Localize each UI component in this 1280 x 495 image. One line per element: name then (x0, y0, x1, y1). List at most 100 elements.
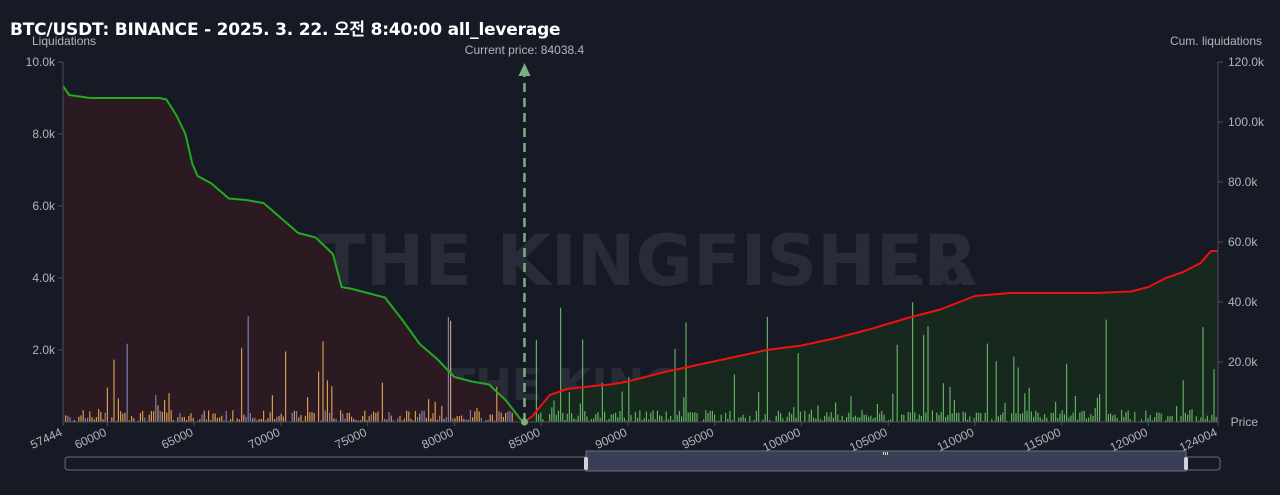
liquidation-bar (1052, 412, 1054, 422)
liquidation-bar (439, 415, 441, 422)
liquidation-bar (1215, 417, 1217, 422)
x-axis-ticks: 57444 60000 65000 70000 75000 80000 85000 90000… (28, 422, 1220, 455)
liquidation-bar (320, 420, 322, 422)
liquidation-bar (89, 411, 91, 422)
watermark-suffix: .io (912, 250, 966, 294)
liquidation-bar (263, 410, 265, 422)
liquidation-bar (1154, 417, 1156, 422)
liquidation-bar (417, 417, 419, 422)
liquidation-bar (997, 416, 999, 422)
liquidation-bar (230, 419, 232, 422)
liquidation-bar (991, 418, 993, 422)
right-axis-title: Cum. liquidations (1170, 34, 1262, 48)
liquidation-bar (945, 417, 947, 422)
range-slider-right-handle[interactable] (1184, 457, 1188, 470)
liquidation-bar (359, 420, 361, 422)
liquidation-bar (326, 380, 328, 422)
range-slider[interactable] (64, 450, 1221, 472)
liquidation-bar (225, 410, 227, 422)
liquidation-bar (1191, 409, 1193, 422)
liquidation-bar (375, 413, 377, 422)
liquidation-bar (1110, 413, 1112, 422)
liquidation-bar (87, 417, 89, 422)
liquidation-bar (318, 371, 320, 422)
liquidation-bar (480, 418, 482, 422)
right-tick-label: 120.0k (1228, 55, 1265, 69)
liquidation-bar (1011, 413, 1013, 422)
x-tick-label: 65000 (159, 425, 195, 452)
liquidation-bar (540, 412, 542, 422)
liquidation-bar (1105, 319, 1107, 422)
liquidation-bar (1024, 393, 1026, 422)
range-slider-left-handle[interactable] (584, 457, 588, 470)
liquidation-bar (274, 419, 276, 422)
x-tick-label: 124004 (1177, 425, 1220, 455)
liquidation-bar (153, 411, 155, 422)
liquidation-bar (641, 420, 643, 422)
liquidation-bar (766, 316, 768, 422)
liquidation-bar (967, 419, 969, 422)
liquidation-bar (711, 410, 713, 422)
liquidation-bar (879, 413, 881, 422)
liquidation-bar (938, 415, 940, 422)
liquidation-bar (351, 416, 353, 422)
liquidation-bar (828, 416, 830, 422)
liquidation-bar (392, 420, 394, 422)
liquidation-bar (1039, 417, 1041, 422)
liquidation-bar (839, 420, 841, 422)
liquidation-bar (1006, 420, 1008, 422)
liquidation-bar (1015, 413, 1017, 422)
liquidation-bar (368, 416, 370, 422)
liquidation-bar (124, 412, 126, 422)
liquidation-bar (786, 416, 788, 422)
liquidation-bar (1044, 414, 1046, 422)
liquidation-bar (397, 418, 399, 422)
liquidation-bar (144, 417, 146, 422)
liquidation-bar (769, 420, 771, 422)
liquidation-bar (485, 420, 487, 422)
liquidation-bar (956, 412, 958, 422)
liquidation-bar (511, 412, 513, 422)
liquidation-bar (1121, 410, 1123, 422)
x-tick-label: 100000 (761, 425, 804, 455)
liquidation-bar (170, 410, 172, 422)
liquidation-bar (269, 412, 271, 422)
liquidation-bar (181, 417, 183, 422)
liquidation-bar (381, 382, 383, 422)
cum-long-line (523, 250, 1218, 423)
liquidation-bar (157, 405, 159, 422)
liquidation-bar (489, 414, 491, 422)
liquidation-bar (606, 420, 608, 422)
liquidation-bar (969, 416, 971, 422)
liquidation-bar (159, 411, 161, 422)
left-tick-label: 10.0k (26, 55, 56, 69)
liquidation-bar (876, 404, 878, 422)
right-tick-label: 100.0k (1228, 115, 1265, 129)
liquidation-bar (102, 419, 104, 422)
liquidation-bar (1077, 419, 1079, 422)
liquidation-bar (434, 401, 436, 422)
liquidation-bar (219, 417, 221, 422)
liquidation-bar (953, 400, 955, 422)
liquidation-bar (137, 420, 139, 422)
liquidation-bar (995, 361, 997, 422)
liquidation-bar (885, 420, 887, 422)
liquidation-bar (212, 413, 214, 422)
liquidation-bar (962, 411, 964, 422)
liquidation-bar (643, 418, 645, 422)
liquidation-bar (177, 417, 179, 422)
liquidation-bar (729, 411, 731, 422)
liquidation-bar (986, 343, 988, 422)
liquidation-bar (601, 382, 603, 422)
liquidation-bar (509, 410, 511, 422)
liquidation-bar (738, 417, 740, 422)
liquidation-bar (813, 417, 815, 422)
liquidation-bar (619, 411, 621, 422)
liquidation-bar (896, 344, 898, 422)
liquidation-bar (617, 417, 619, 422)
range-slider-grip-icon[interactable] (883, 452, 888, 455)
liquidation-bar (645, 411, 647, 422)
liquidation-bar (1068, 417, 1070, 422)
liquidation-bar (1112, 415, 1114, 422)
liquidation-bar (553, 400, 555, 422)
